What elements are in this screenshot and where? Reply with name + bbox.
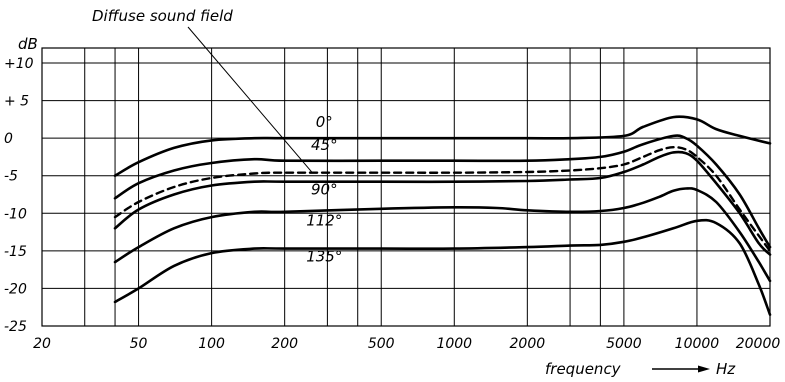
series-line-112 bbox=[113, 187, 772, 283]
x-tick-label: 10000 bbox=[675, 336, 720, 352]
y-tick-label: + 5 bbox=[4, 94, 29, 110]
series-label: 0° bbox=[316, 113, 333, 131]
annotation-leader-line bbox=[187, 26, 313, 174]
series-label: 45° bbox=[311, 136, 338, 154]
x-tick-labels: 20 50 100 200 500 1000 2000 5000 10000 20000 bbox=[33, 336, 780, 352]
x-tick-label: 500 bbox=[368, 336, 395, 352]
x-axis-unit: Hz bbox=[716, 360, 736, 378]
y-tick-label: -10 bbox=[4, 206, 27, 222]
y-tick-labels: +10 + 5 0 -5 -10 -15 -20 -25 bbox=[4, 56, 34, 335]
series-labels: 0° 45° 90° 112° 135° bbox=[306, 113, 342, 265]
x-tick-label: 1000 bbox=[436, 336, 472, 352]
series-line-0 bbox=[113, 115, 772, 177]
x-tick-label: 20000 bbox=[736, 336, 781, 352]
series-line-90 bbox=[113, 150, 772, 256]
y-tick-label: -25 bbox=[4, 319, 27, 335]
response-curves bbox=[113, 115, 772, 316]
y-tick-label: -15 bbox=[4, 244, 27, 260]
x-tick-label: 5000 bbox=[606, 336, 642, 352]
series-label: 135° bbox=[306, 247, 342, 265]
series-label: 112° bbox=[306, 211, 342, 229]
series-line-45 bbox=[113, 134, 772, 249]
horizontal-gridlines bbox=[42, 62, 770, 327]
diffuse-annotation: Diffuse sound field bbox=[92, 7, 233, 25]
x-tick-label: 20 bbox=[33, 336, 51, 352]
series-line-135 bbox=[113, 218, 772, 316]
y-tick-label: -20 bbox=[4, 281, 27, 297]
x-tick-label: 100 bbox=[198, 336, 225, 352]
x-tick-label: 50 bbox=[130, 336, 148, 352]
y-tick-label: +10 bbox=[4, 56, 34, 72]
x-axis-label: frequency bbox=[545, 360, 622, 378]
vertical-gridlines bbox=[41, 48, 771, 326]
plot-frame bbox=[41, 47, 771, 327]
series-line-diffuse-sound-field bbox=[113, 145, 772, 253]
series-label: 90° bbox=[311, 181, 338, 199]
y-axis-label: dB bbox=[18, 35, 38, 53]
y-tick-label: 0 bbox=[4, 131, 13, 147]
x-axis-arrow-head bbox=[698, 365, 710, 373]
y-tick-label: -5 bbox=[4, 169, 18, 185]
x-tick-label: 200 bbox=[271, 336, 298, 352]
x-tick-label: 2000 bbox=[510, 336, 546, 352]
